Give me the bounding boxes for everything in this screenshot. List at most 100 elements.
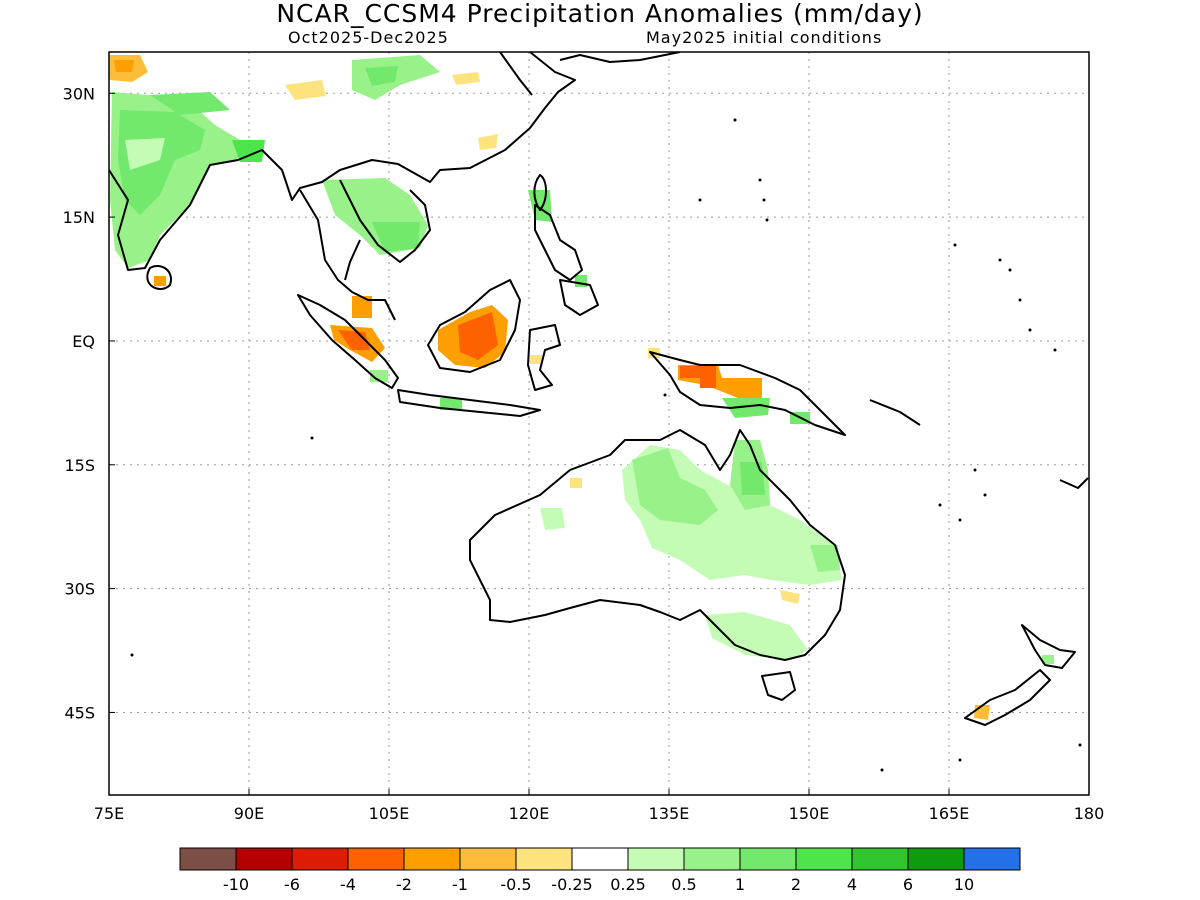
coast-solomons (869, 399, 921, 426)
anomaly-nt (632, 448, 718, 525)
anomaly-nsw-east (810, 545, 840, 572)
colorbar-swatch (179, 847, 237, 871)
coast-fiji (1059, 477, 1089, 489)
coast-java (397, 389, 541, 417)
anomaly-india-core (118, 110, 205, 215)
coast-newguinea (649, 351, 846, 436)
colorbar-label: 1 (735, 875, 745, 894)
coast-asia (109, 52, 576, 271)
coast-australia (469, 429, 846, 661)
coast-srilanka (146, 265, 172, 290)
anomaly-nepal (285, 80, 326, 100)
anomaly-shading (109, 55, 1054, 720)
x-tick-label: 120E (509, 804, 550, 823)
x-tick-label: 135E (649, 804, 690, 823)
coast-japan (559, 52, 681, 63)
axis-ticks: 75E 90E 105E 120E 135E 150E 165E 180 30N 15N EQ 15S… (63, 84, 1105, 823)
colorbar-label: 2 (791, 875, 801, 894)
colorbar-label: -10 (223, 875, 249, 894)
anomaly-se-aus (705, 612, 808, 660)
colorbar-label: -2 (396, 875, 412, 894)
colorbar-swatch (515, 847, 573, 871)
anomaly-pakistan-core (114, 60, 134, 72)
anomaly-sumatra-n (352, 296, 372, 318)
anomaly-qld-core (740, 462, 765, 495)
colorbar-swatch (851, 847, 909, 871)
colorbar-swatch (459, 847, 517, 871)
anomaly-borneo-core (458, 312, 498, 360)
coast-malay (299, 189, 396, 321)
colorbar-swatch (291, 847, 349, 871)
coast-borneo (427, 279, 521, 373)
initial-conditions: May2025 initial conditions (646, 28, 883, 47)
small-islands (130, 118, 1082, 772)
coast-nz-north (1021, 624, 1076, 669)
colorbar-swatch (907, 847, 965, 871)
anomaly-nz-south (974, 705, 990, 720)
colorbar-swatch (347, 847, 405, 871)
x-tick-label: 105E (369, 804, 410, 823)
colorbar: -10 -6 -4 -2 -1 -0.5 -0.25 0.25 0.5 1 2 4 6 10 (179, 847, 1021, 894)
anomaly-nsw-dry (780, 590, 800, 604)
x-tick-label: 150E (789, 804, 830, 823)
colorbar-label: 0.25 (610, 875, 646, 894)
anomaly-newguinea-core (680, 366, 716, 388)
x-tick-label: 180 (1074, 804, 1105, 823)
coast-indochina (339, 179, 431, 263)
coast-luzon (534, 204, 583, 281)
anomaly-srilanka (154, 276, 166, 286)
y-tick-label: 45S (64, 703, 95, 722)
colorbar-label: -0.5 (500, 875, 531, 894)
anomaly-himalaya (150, 92, 230, 115)
anomaly-china-south (478, 134, 498, 150)
y-tick-label: EQ (72, 332, 95, 351)
colorbar-swatch (795, 847, 853, 871)
anomaly-india-inner (125, 138, 165, 170)
chart-title: NCAR_CCSM4 Precipitation Anomalies (mm/d… (276, 0, 924, 28)
colorbar-label: 4 (847, 875, 857, 894)
anomaly-kimberley-dry (570, 478, 582, 488)
anomaly-bangladesh (232, 140, 265, 162)
colorbar-label: -6 (284, 875, 300, 894)
anomaly-java-east (440, 398, 462, 410)
coast-mindanao (559, 279, 599, 316)
anomaly-tibet-east (452, 72, 480, 85)
y-tick-label: 30N (63, 84, 95, 103)
colorbar-label: 10 (954, 875, 974, 894)
colorbar-label: 6 (903, 875, 913, 894)
x-tick-label: 75E (94, 804, 124, 823)
anomaly-philippines (528, 190, 552, 222)
x-tick-label: 90E (234, 804, 264, 823)
anomaly-newguinea-south (722, 398, 770, 418)
coast-thailand-gulf (344, 239, 361, 281)
coast-korea (499, 52, 533, 96)
plot-frame (108, 51, 1090, 796)
y-tick-label: 30S (64, 580, 95, 599)
colorbar-swatch (683, 847, 741, 871)
colorbar-swatch (739, 847, 797, 871)
coast-nz-south (964, 669, 1051, 726)
coast-taiwan (533, 174, 547, 211)
coast-sumatra (297, 294, 399, 389)
anomaly-kimberley (540, 508, 565, 530)
grid-lines (109, 52, 1089, 795)
coast-sulawesi (527, 324, 561, 391)
colorbar-swatch (627, 847, 685, 871)
colorbar-label: 0.5 (671, 875, 696, 894)
anomaly-indochina-core (372, 222, 420, 252)
coast-tasmania (761, 671, 796, 701)
anomaly-sumatra-core (338, 330, 370, 350)
coastlines (109, 52, 1089, 726)
colorbar-swatch (571, 847, 629, 871)
anomaly-sumatra-s (370, 370, 388, 382)
y-tick-label: 15S (64, 456, 95, 475)
anomaly-nz-north (1042, 655, 1054, 664)
colorbar-swatch (403, 847, 461, 871)
anomaly-tibet-core (365, 66, 398, 86)
colorbar-label: -4 (340, 875, 356, 894)
colorbar-label: -0.25 (551, 875, 592, 894)
colorbar-swatch (963, 847, 1021, 871)
anomaly-tibet (352, 55, 440, 100)
colorbar-label: -1 (452, 875, 468, 894)
